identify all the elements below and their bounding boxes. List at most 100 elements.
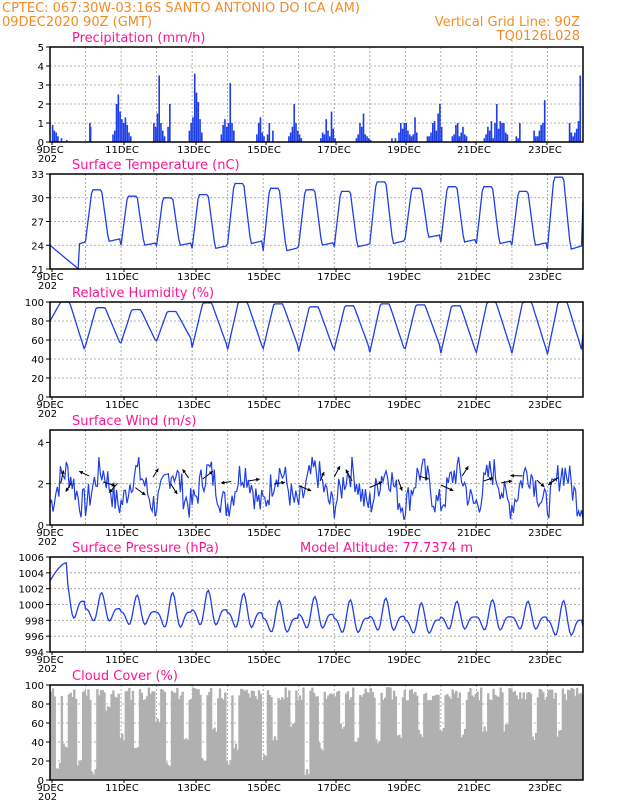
- wind-vector-head: [255, 477, 260, 482]
- y-tick-label: 4: [38, 438, 44, 449]
- cloud-bar: [455, 690, 458, 780]
- cloud-bar: [387, 687, 390, 780]
- cloud-bar: [185, 738, 188, 780]
- year-label: 202: [38, 154, 57, 165]
- precip-bar: [408, 134, 411, 142]
- precip-bar: [369, 140, 372, 142]
- cloud-bar: [220, 698, 223, 780]
- cloud-bar: [142, 699, 145, 780]
- x-tick-label: 19DEC: [387, 145, 421, 156]
- precip-bar: [291, 126, 294, 142]
- cloud-bar: [275, 740, 279, 780]
- cloud-bar: [563, 694, 566, 780]
- precip-bar: [289, 132, 292, 142]
- cloud-bar: [183, 739, 186, 780]
- y-tick-label: 996: [25, 632, 44, 643]
- cloud-bar: [440, 731, 444, 780]
- cloud-bar: [417, 729, 421, 780]
- precip-bar: [364, 134, 367, 142]
- x-tick-label: 13DEC: [177, 400, 211, 411]
- cloud-bar: [467, 692, 470, 780]
- x-tick-label: 15DEC: [247, 400, 281, 411]
- cloud-bar: [64, 746, 67, 780]
- precip-bar: [295, 123, 297, 142]
- cloud-bar: [90, 771, 94, 780]
- cloud-bar: [138, 689, 142, 780]
- y-tick-label: 0: [38, 776, 44, 787]
- precip-bar: [232, 130, 235, 142]
- cloud-bar: [172, 692, 175, 780]
- x-tick-label: 9DEC: [36, 272, 63, 283]
- cloud-bar: [167, 765, 170, 780]
- plot-frame: [49, 301, 584, 398]
- cloud-bar: [121, 733, 124, 780]
- cloud-bar: [57, 768, 60, 780]
- cloud-bar: [215, 731, 218, 780]
- cloud-bar: [231, 695, 234, 780]
- wind-vector-head: [424, 476, 429, 480]
- cloud-bar: [174, 692, 177, 780]
- cloud-bar: [375, 739, 378, 780]
- cloud-bar: [378, 741, 382, 780]
- cloud-bar: [208, 691, 211, 780]
- precip-bar: [456, 123, 459, 142]
- cloud-bar: [577, 694, 581, 780]
- precip-bar: [515, 136, 518, 142]
- wind-vector-head: [320, 471, 325, 476]
- precip-bar: [460, 132, 463, 142]
- cloud-bar: [320, 748, 323, 780]
- x-tick-label: 15DEC: [247, 145, 281, 156]
- cloud-bar: [211, 729, 215, 780]
- cloud-bar: [479, 687, 483, 780]
- cloud-bar: [213, 727, 216, 780]
- cloud-bar: [165, 762, 168, 780]
- y-tick-label: 5: [38, 43, 44, 54]
- cloud-bar: [119, 738, 122, 780]
- cloud-bar: [552, 698, 556, 780]
- cloud-bar: [133, 748, 136, 780]
- precip-bar: [188, 130, 191, 142]
- cloud-bar: [362, 693, 366, 780]
- cloud-bar: [396, 735, 399, 780]
- cloud-bar: [51, 688, 55, 780]
- cloud-bar: [272, 740, 275, 780]
- y-tick-label: 998: [25, 616, 44, 627]
- cloud-bar: [99, 690, 103, 780]
- panel-title: Cloud Cover (%): [72, 669, 178, 684]
- precip-bar: [158, 75, 161, 142]
- cloud-bar: [321, 750, 325, 780]
- wind-vector-head: [173, 490, 178, 495]
- cloud-bar: [376, 743, 380, 780]
- x-tick-label: 21DEC: [457, 655, 491, 666]
- precip-bar: [60, 138, 63, 142]
- cloud-bar: [415, 695, 419, 780]
- cloud-bar: [515, 695, 518, 780]
- pressure-line: [49, 561, 584, 637]
- precip-bar: [321, 132, 324, 142]
- cloud-bar: [312, 692, 316, 780]
- precip-bar: [542, 123, 544, 142]
- x-tick-label: 11DEC: [105, 528, 139, 539]
- cloud-bar: [437, 694, 440, 780]
- precip-bar: [163, 136, 166, 142]
- cloud-bar: [538, 688, 541, 780]
- y-tick-label: 27: [31, 218, 44, 229]
- y-tick-label: 994: [25, 648, 44, 659]
- cloud-bar: [391, 699, 394, 780]
- x-tick-label: 11DEC: [105, 272, 139, 283]
- cloud-bar: [266, 690, 270, 780]
- cloud-bar: [85, 695, 88, 780]
- precip-bar: [328, 136, 331, 142]
- cloud-bar: [280, 697, 284, 780]
- year-label: 202: [38, 792, 57, 800]
- cloud-bar: [346, 691, 350, 780]
- cloud-bar: [83, 690, 87, 780]
- precip-bar: [488, 130, 491, 142]
- x-tick-label: 11DEC: [105, 783, 139, 794]
- cloud-bar: [382, 699, 385, 780]
- cloud-bar: [254, 695, 257, 780]
- cloud-bar: [199, 694, 202, 780]
- y-tick-label: 30: [31, 194, 44, 205]
- precip-bar: [412, 134, 415, 142]
- precip-bar: [483, 138, 486, 142]
